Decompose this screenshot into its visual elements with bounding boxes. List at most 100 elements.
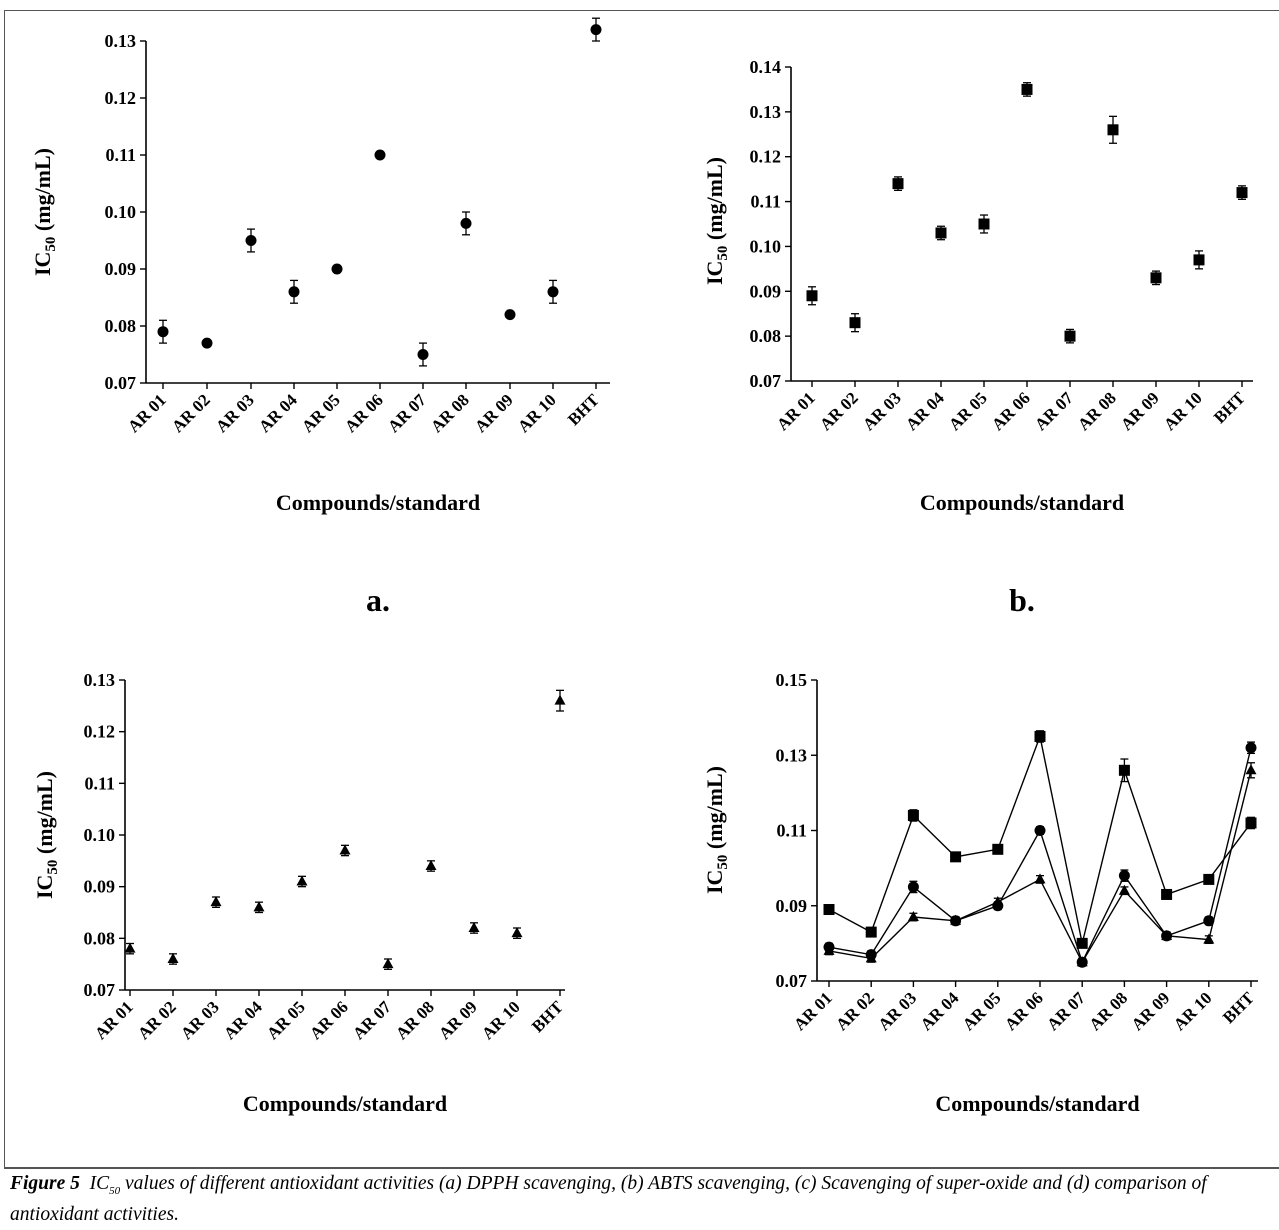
data-point — [1064, 330, 1076, 342]
x-axis-title: Compounds/standard — [243, 1091, 447, 1116]
series-line — [828, 747, 1252, 965]
series-1 — [806, 82, 1248, 344]
data-point — [201, 337, 213, 349]
caption-text: values of different antioxidant activiti… — [10, 1173, 1207, 1225]
y-tick-label: 0.13 — [776, 745, 808, 765]
data-point — [374, 149, 386, 161]
data-point — [1118, 764, 1130, 776]
data-point — [157, 326, 169, 338]
data-point — [892, 178, 904, 190]
x-tick-label: AR 03 — [212, 390, 258, 436]
x-tick-label: AR 05 — [298, 390, 344, 436]
caption-ic: IC — [89, 1173, 110, 1194]
y-tick-label: 0.07 — [105, 373, 137, 393]
data-point — [425, 860, 437, 870]
y-axis-title: IC50 (mg/mL) — [32, 771, 61, 899]
data-point — [1193, 254, 1205, 266]
x-axis-title: Compounds/standard — [920, 490, 1124, 515]
series-1 — [124, 689, 566, 970]
data-point — [1034, 873, 1046, 884]
data-point — [468, 922, 480, 932]
y-tick-label: 0.08 — [105, 316, 137, 336]
y-tick-label: 0.12 — [750, 147, 782, 167]
series-2 — [823, 741, 1257, 968]
x-tick-label: AR 02 — [134, 997, 180, 1043]
data-point — [907, 881, 919, 893]
data-point — [950, 851, 962, 863]
data-point — [210, 896, 222, 907]
data-point — [823, 904, 835, 916]
data-point — [1236, 187, 1248, 199]
x-tick-label: AR 09 — [1128, 988, 1174, 1034]
y-tick-label: 0.08 — [750, 326, 782, 346]
data-point — [1034, 730, 1046, 742]
x-tick-label: AR 10 — [478, 997, 524, 1043]
data-point — [1118, 870, 1130, 882]
data-point — [1021, 83, 1033, 95]
data-point — [1203, 873, 1215, 885]
y-tick-label: 0.09 — [776, 896, 808, 916]
data-point — [1076, 956, 1088, 967]
x-tick-label: BHT — [1210, 388, 1249, 427]
x-tick-label: AR 03 — [177, 997, 223, 1043]
panel-letter: a. — [366, 582, 390, 618]
data-point — [865, 926, 877, 938]
data-point — [504, 309, 516, 321]
data-point — [992, 843, 1004, 855]
y-tick-label: 0.10 — [105, 202, 137, 222]
data-point — [245, 235, 257, 246]
x-axis-title: Compounds/standard — [276, 490, 480, 515]
x-tick-label: AR 02 — [168, 390, 214, 436]
data-point — [1161, 929, 1173, 940]
x-tick-label: AR 06 — [988, 388, 1034, 434]
x-axis-title: Compounds/standard — [935, 1091, 1139, 1116]
y-tick-label: 0.11 — [105, 145, 136, 165]
data-point — [865, 952, 877, 963]
x-tick-label: AR 02 — [832, 988, 878, 1034]
x-tick-label: AR 08 — [1074, 388, 1120, 434]
x-tick-label: BHT — [564, 390, 603, 429]
data-point — [460, 217, 472, 229]
x-tick-label: AR 06 — [306, 997, 352, 1043]
x-tick-label: AR 01 — [124, 390, 170, 436]
x-tick-label: AR 09 — [1117, 388, 1163, 434]
y-axis-title: IC50 (mg/mL) — [702, 157, 731, 285]
y-tick-label: 0.11 — [750, 192, 781, 212]
x-tick-label: AR 08 — [392, 997, 438, 1043]
x-tick-label: AR 08 — [1085, 988, 1131, 1034]
caption-label: Figure 5 — [10, 1173, 80, 1194]
data-point — [1076, 937, 1088, 949]
x-tick-label: AR 09 — [435, 997, 481, 1043]
x-tick-label: AR 01 — [790, 988, 836, 1034]
data-point — [1107, 124, 1119, 136]
data-point — [907, 911, 919, 922]
data-point — [1150, 272, 1162, 284]
figure-caption: Figure 5 IC50 values of different antiox… — [10, 1172, 1279, 1226]
x-tick-label: BHT — [1219, 988, 1258, 1027]
data-point — [1161, 888, 1173, 900]
data-point — [1245, 817, 1257, 829]
data-point — [978, 218, 990, 230]
data-point — [907, 809, 919, 821]
y-tick-label: 0.13 — [105, 31, 137, 51]
series-line — [828, 770, 1252, 964]
data-point — [167, 953, 179, 963]
x-tick-label: AR 04 — [255, 390, 301, 436]
x-tick-label: AR 10 — [514, 390, 560, 436]
y-tick-label: 0.09 — [750, 281, 782, 301]
x-tick-label: BHT — [528, 997, 567, 1036]
y-tick-label: 0.15 — [776, 670, 808, 690]
data-point — [1245, 764, 1257, 775]
y-tick-label: 0.12 — [105, 88, 137, 108]
data-point — [590, 24, 602, 36]
x-tick-label: AR 05 — [959, 988, 1005, 1034]
y-tick-label: 0.11 — [84, 773, 115, 793]
data-point — [823, 944, 835, 955]
y-tick-label: 0.11 — [776, 821, 807, 841]
data-point — [1203, 933, 1215, 944]
y-tick-label: 0.07 — [776, 971, 808, 991]
